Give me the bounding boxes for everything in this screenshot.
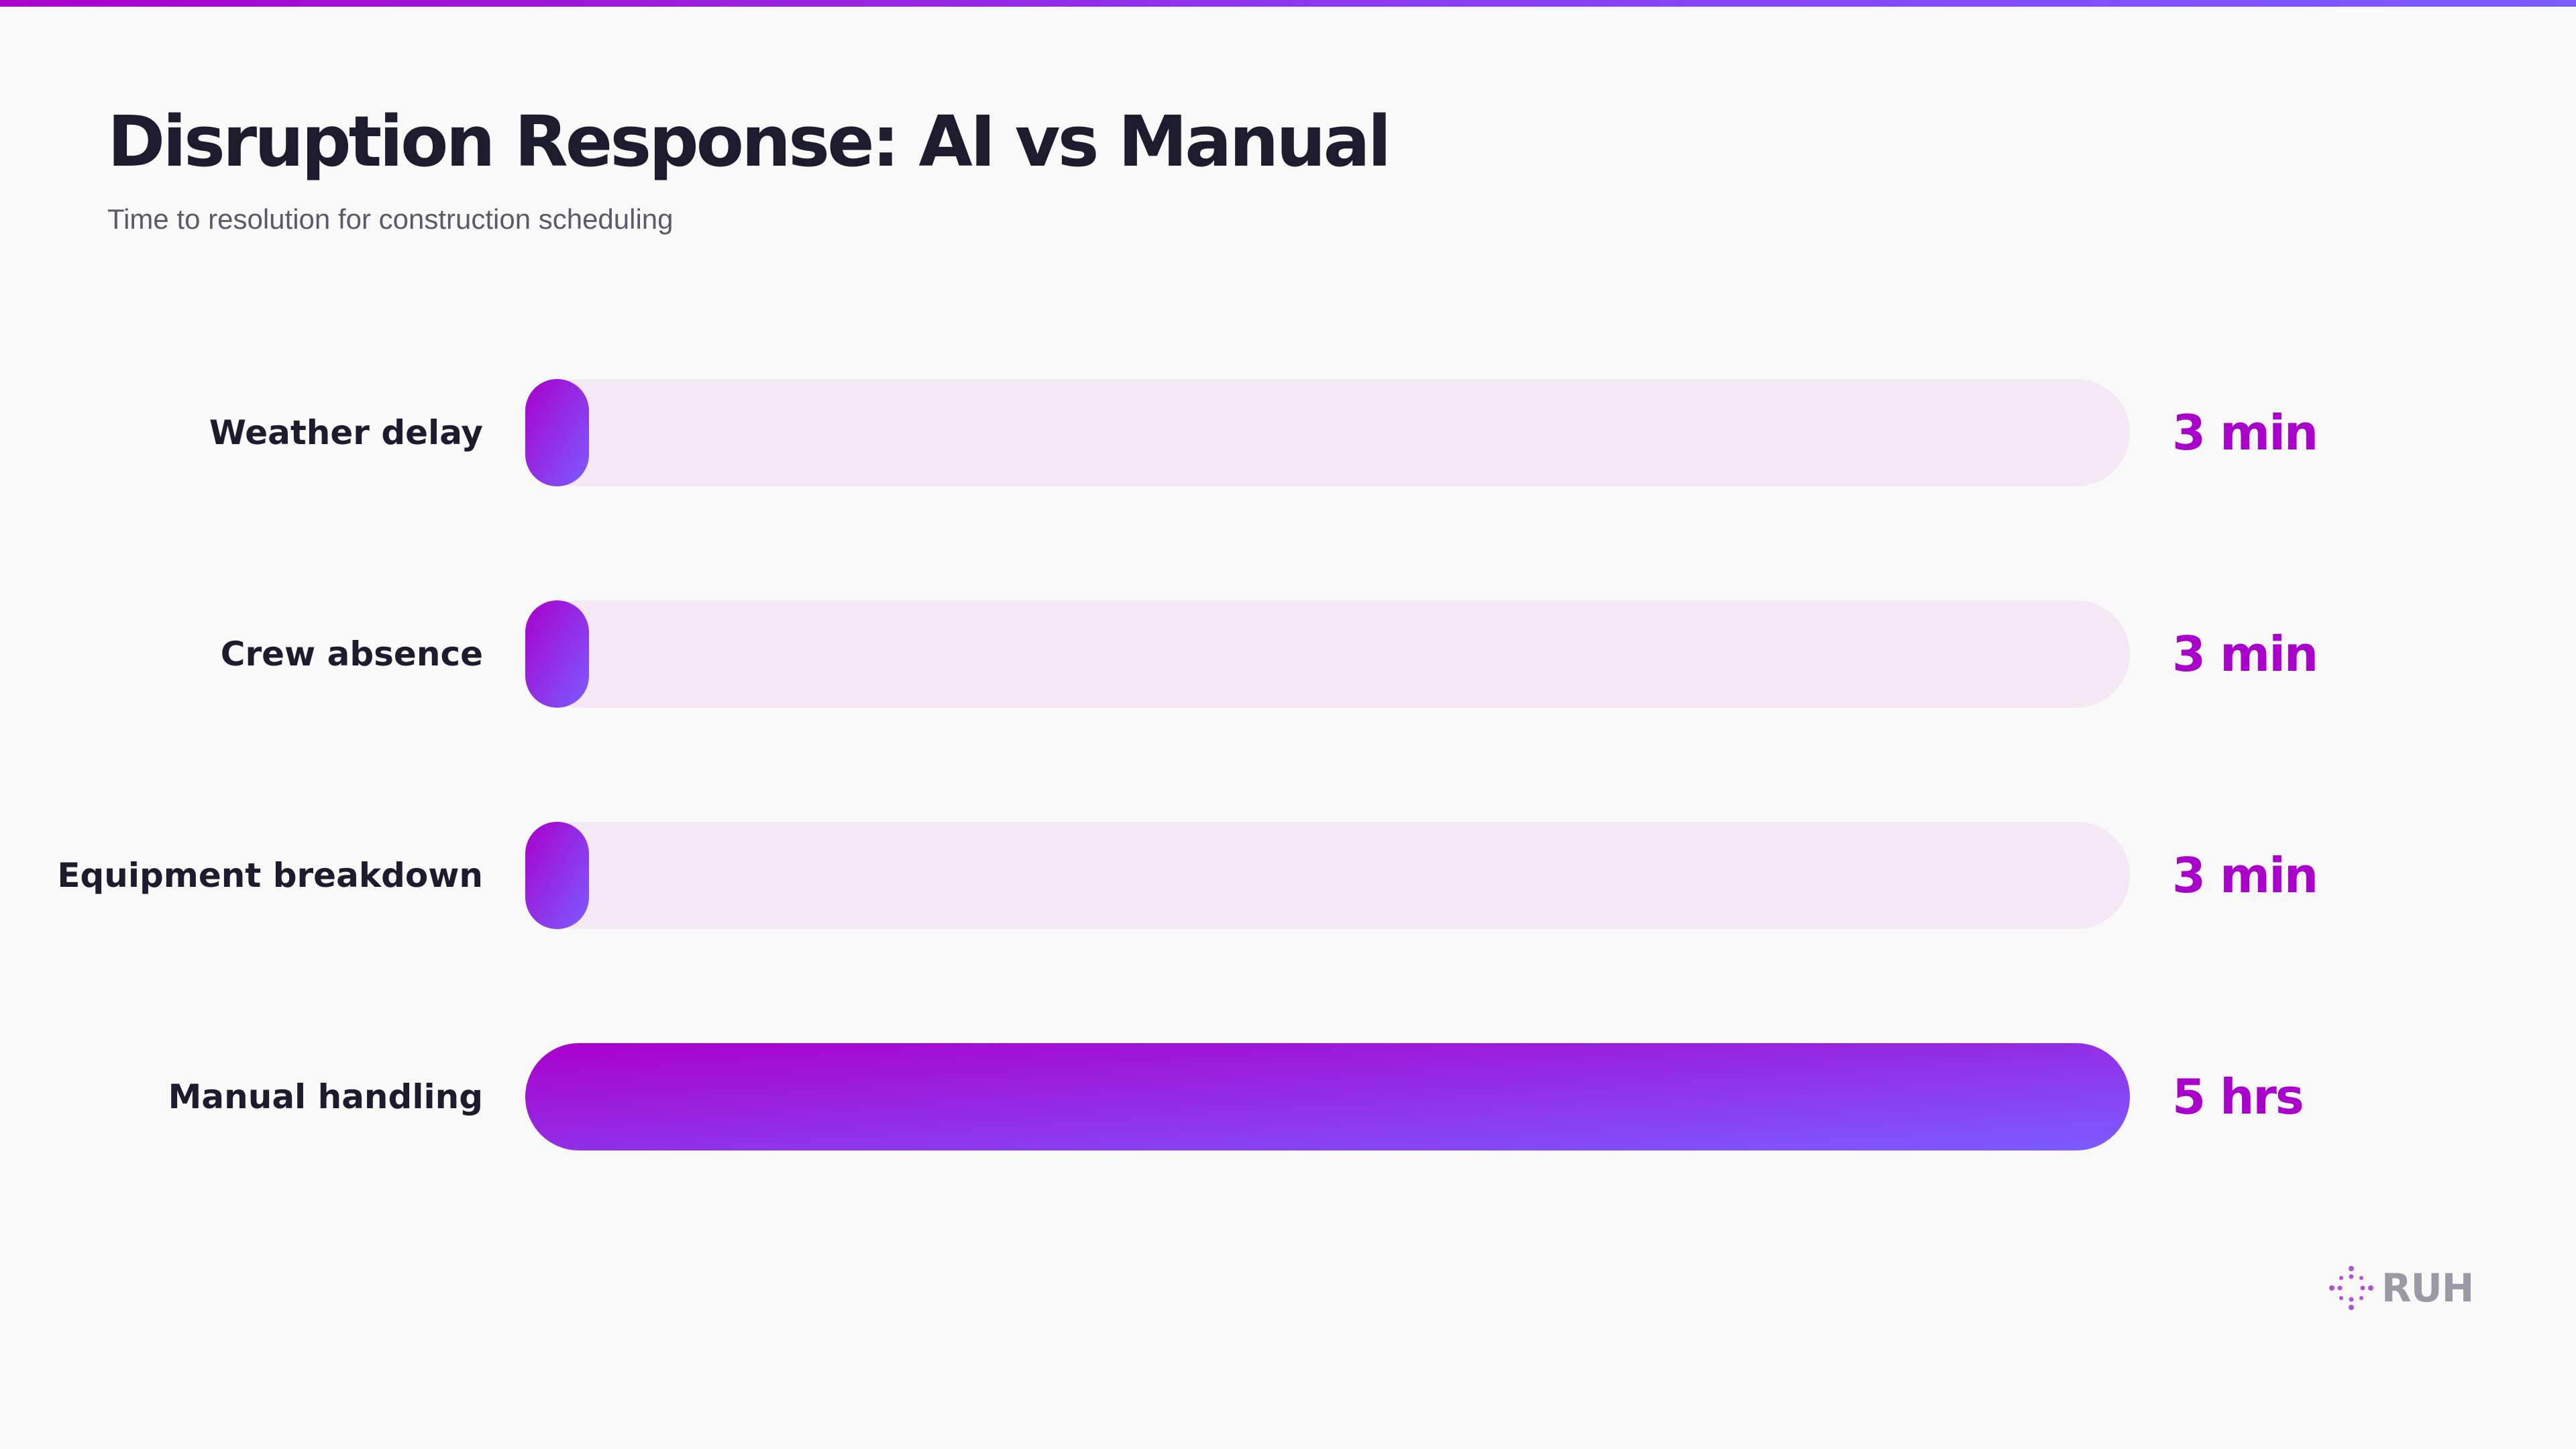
page-subtitle: Time to resolution for construction sche… <box>107 203 674 235</box>
dotted-sparkle-icon <box>2329 1266 2373 1310</box>
category-label: Equipment breakdown <box>57 856 483 895</box>
top-accent-bar <box>0 0 2576 7</box>
category-label: Manual handling <box>168 1077 483 1116</box>
value-label: 3 min <box>2172 626 2318 682</box>
bar <box>525 1043 2130 1150</box>
value-label: 5 hrs <box>2172 1069 2304 1125</box>
bar-track <box>525 600 2130 708</box>
bar <box>525 822 589 929</box>
value-label: 3 min <box>2172 405 2318 461</box>
bar <box>525 379 589 486</box>
value-label: 3 min <box>2172 847 2318 904</box>
bar-track <box>525 822 2130 929</box>
category-label: Weather delay <box>209 413 483 452</box>
bar <box>525 600 589 708</box>
brand-logo: RUH <box>2328 1261 2474 1315</box>
page-title: Disruption Response: AI vs Manual <box>107 101 1391 182</box>
brand-name: RUH <box>2381 1265 2474 1311</box>
category-label: Crew absence <box>220 635 483 674</box>
bar-track <box>525 379 2130 486</box>
